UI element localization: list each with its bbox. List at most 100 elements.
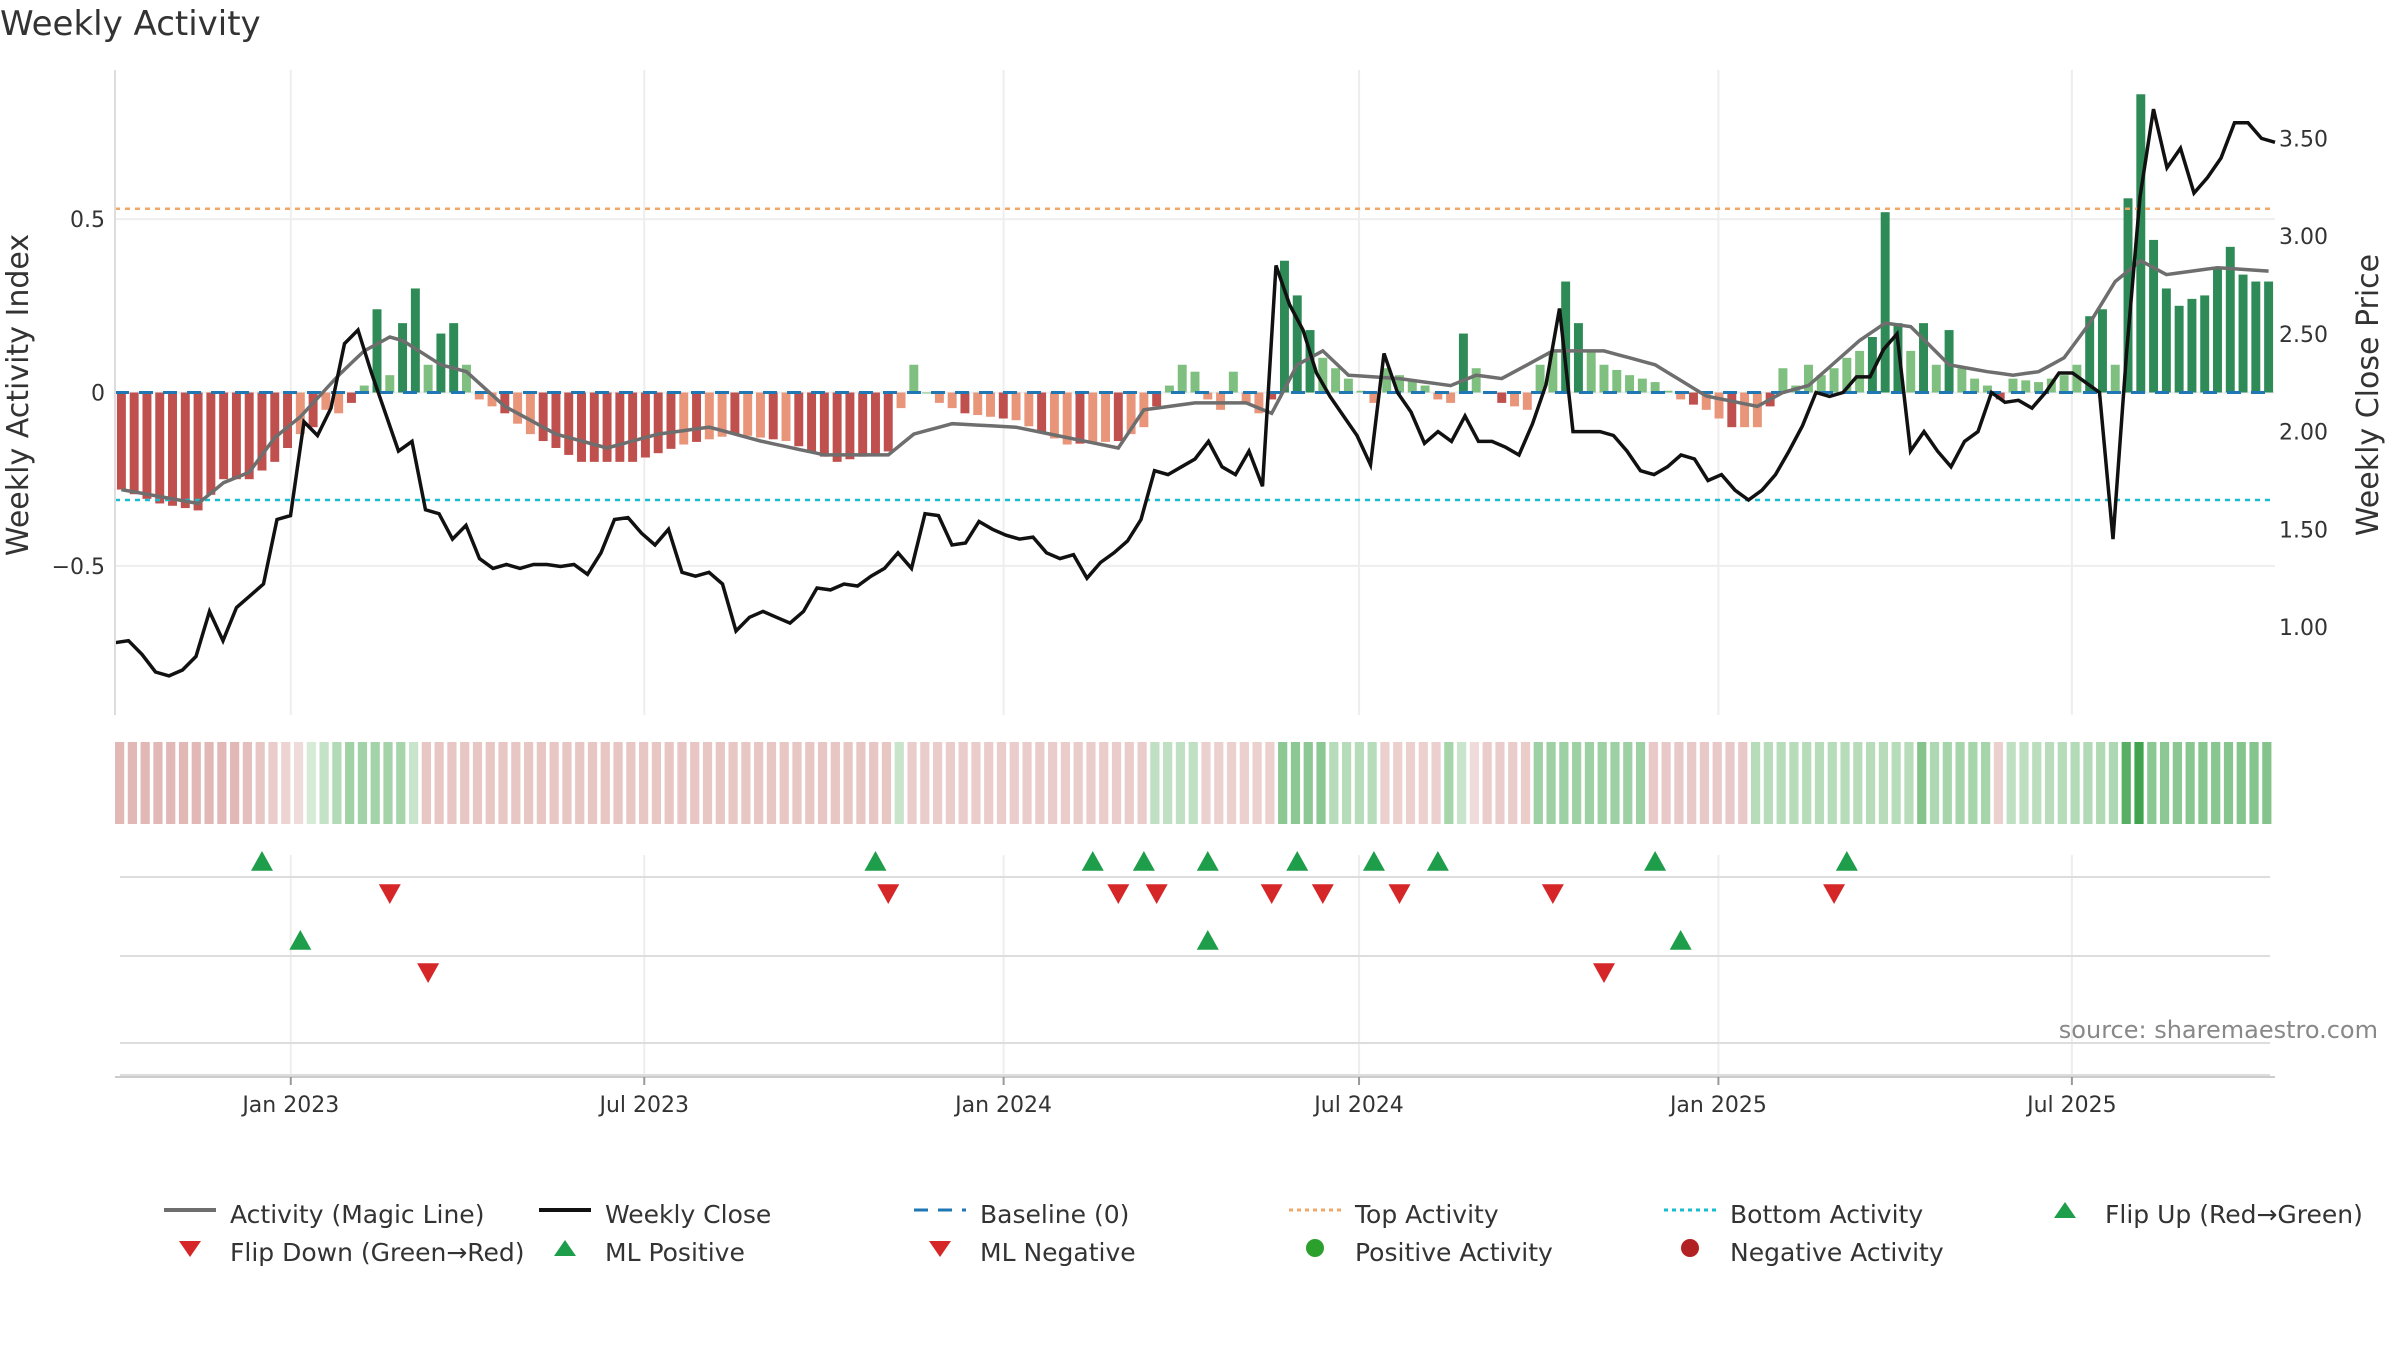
heat-cell	[2006, 742, 2016, 824]
ml-flip-down-marker	[1260, 884, 1283, 904]
heat-cell	[447, 742, 457, 824]
heat-cell	[153, 742, 163, 824]
activity-bar	[449, 323, 459, 393]
activity-bars	[116, 94, 2274, 511]
heat-cell	[1086, 742, 1096, 824]
heat-cell	[127, 742, 137, 824]
magic-line-swatch	[160, 1205, 220, 1225]
activity-bar	[359, 385, 369, 393]
heat-cell	[1316, 742, 1326, 824]
heat-cell	[472, 742, 483, 824]
heat-cell	[1009, 742, 1019, 824]
heat-cell	[2262, 742, 2272, 824]
heat-cell	[1597, 742, 1607, 824]
heat-cell	[1763, 742, 1773, 824]
heat-cell	[511, 742, 521, 824]
activity-bar	[1420, 385, 1430, 393]
activity-bar	[2072, 364, 2082, 393]
legend-item-top-activity[interactable]: Top Activity	[1285, 1200, 1499, 1229]
y2-tick-label: 3.00	[2279, 225, 2328, 250]
activity-bar	[1177, 364, 1187, 393]
heat-cell	[1610, 742, 1620, 824]
heat-cell	[1290, 742, 1301, 824]
activity-bar	[1471, 368, 1481, 393]
ml-flip-up-marker	[864, 851, 887, 871]
flip-down-icon	[160, 1241, 220, 1263]
heat-strip	[115, 742, 2272, 824]
legend-item-bottom-activity[interactable]: Bottom Activity	[1660, 1200, 1923, 1229]
heat-cell	[549, 742, 559, 824]
activity-bar	[487, 392, 497, 407]
legend-item-weekly-close[interactable]: Weekly Close	[535, 1200, 771, 1229]
activity-bar	[1919, 323, 1928, 393]
activity-bar	[1970, 378, 1980, 393]
activity-bar	[2238, 274, 2248, 393]
heat-cell	[1942, 742, 1952, 824]
y2-tick-label: 3.50	[2279, 127, 2328, 152]
activity-bar	[257, 392, 267, 471]
activity-bar	[1573, 323, 1583, 393]
chart-title: Weekly Activity	[0, 4, 261, 44]
activity-bar	[934, 392, 944, 403]
heat-cell	[1380, 742, 1390, 824]
heat-cell	[741, 742, 751, 824]
legend-item-magic-line[interactable]: Activity (Magic Line)	[160, 1200, 484, 1229]
activity-bar	[1446, 392, 1456, 403]
heat-cell	[1623, 742, 1633, 824]
legend-item-flip-down[interactable]: Flip Down (Green→Red)	[160, 1238, 525, 1267]
legend-label: ML Negative	[980, 1238, 1136, 1267]
heat-cell	[600, 742, 610, 824]
activity-bar	[410, 288, 420, 393]
y2-tick-label: 1.50	[2279, 518, 2328, 543]
activity-bar	[1343, 378, 1353, 393]
heat-cell	[984, 742, 994, 824]
legend-item-flip-up[interactable]: Flip Up (Red→Green)	[2035, 1200, 2363, 1229]
heat-cell	[2096, 742, 2106, 824]
heat-cell	[1329, 742, 1339, 824]
heat-cell	[1929, 742, 1940, 824]
heat-cell	[639, 742, 649, 824]
legend-item-positive-activity[interactable]: Positive Activity	[1285, 1238, 1553, 1267]
heat-cell	[1175, 742, 1186, 824]
flip-markers	[250, 851, 1858, 983]
legend-item-baseline[interactable]: Baseline (0)	[910, 1200, 1129, 1229]
activity-bar	[1190, 371, 1200, 393]
ml-flip-up-marker	[250, 851, 273, 871]
activity-bar	[807, 392, 817, 452]
y2-tick-label: 2.50	[2279, 323, 2328, 348]
heat-cell	[1060, 742, 1071, 824]
legend-item-negative-activity[interactable]: Negative Activity	[1660, 1238, 1944, 1267]
legend-item-ml-negative[interactable]: ML Negative	[910, 1238, 1136, 1267]
activity-bar	[858, 392, 868, 457]
heat-cell	[1201, 742, 1211, 824]
activity-bar	[1037, 392, 1047, 433]
heat-cell	[677, 742, 687, 824]
axes: 0.5 0 −0.5 3.50 3.00 2.50 2.00 1.50 1.00 Jan 2023…	[52, 70, 2328, 1118]
activity-bar	[2097, 309, 2107, 393]
heat-cell	[2223, 742, 2234, 824]
heat-cell	[843, 742, 853, 824]
activity-bar	[781, 392, 791, 442]
activity-bar	[947, 392, 957, 409]
activity-bar	[1241, 392, 1251, 403]
activity-flip-up-marker	[289, 930, 312, 950]
activity-bar	[998, 392, 1008, 419]
heat-cell	[2070, 742, 2080, 824]
heat-cell	[2057, 742, 2067, 824]
activity-bar	[372, 309, 382, 393]
y-tick-label: 0.5	[70, 208, 105, 233]
heat-cell	[383, 742, 393, 824]
heat-cell	[115, 742, 125, 824]
activity-bar	[1752, 392, 1762, 428]
heat-cell	[1904, 742, 1914, 824]
heat-cell	[1150, 742, 1160, 824]
heat-cell	[1469, 742, 1479, 824]
heat-cell	[408, 742, 419, 824]
heat-cell	[907, 742, 917, 824]
activity-bar	[743, 392, 753, 436]
legend-label: Top Activity	[1355, 1200, 1499, 1229]
activity-bar	[1088, 392, 1098, 443]
source-watermark: source: sharemaestro.com	[2058, 1016, 2378, 1044]
legend-item-ml-positive[interactable]: ML Positive	[535, 1238, 745, 1267]
heat-cell	[1827, 742, 1837, 824]
